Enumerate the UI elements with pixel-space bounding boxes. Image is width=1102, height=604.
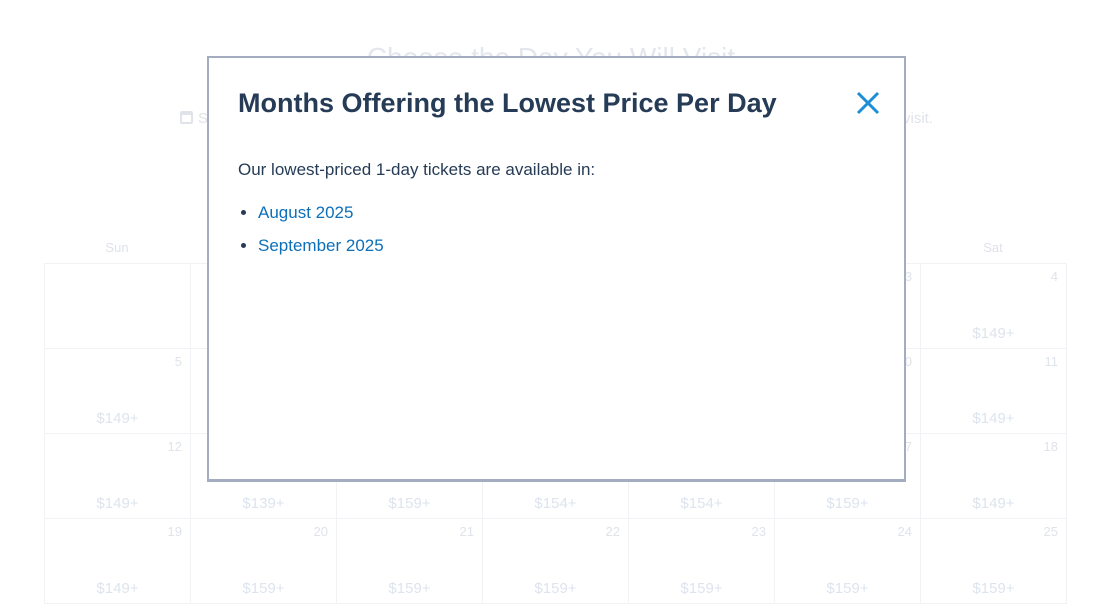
day-number: 5	[174, 354, 182, 369]
calendar-day-cell[interactable]: 20 $159+	[191, 519, 337, 604]
modal-title: Months Offering the Lowest Price Per Day	[238, 88, 777, 118]
day-price: $159+	[826, 495, 869, 512]
day-price: $149+	[96, 495, 139, 512]
calendar-day-cell[interactable]: 25 $159+	[921, 519, 1067, 604]
month-list: August 2025 September 2025	[258, 203, 384, 269]
day-number: 25	[1043, 524, 1058, 539]
modal-intro: Our lowest-priced 1-day tickets are avai…	[238, 160, 596, 179]
dow-sat: Sat	[983, 240, 1003, 255]
day-price: $159+	[680, 580, 723, 597]
lowest-price-modal: Months Offering the Lowest Price Per Day…	[207, 56, 906, 482]
day-number: 22	[605, 524, 620, 539]
calendar-day-cell[interactable]: 4 $149+	[921, 264, 1067, 349]
day-number: 21	[459, 524, 474, 539]
month-link-september[interactable]: September 2025	[258, 236, 384, 255]
day-number: 3	[904, 269, 912, 284]
day-number: 20	[313, 524, 328, 539]
dow-sun: Sun	[105, 240, 129, 255]
calendar-day-cell[interactable]	[45, 264, 191, 349]
day-number: 11	[1044, 354, 1059, 369]
day-number: 18	[1043, 439, 1058, 454]
day-price: $159+	[826, 580, 869, 597]
calendar-day-cell[interactable]: 23 $159+	[629, 519, 775, 604]
calendar-day-cell[interactable]: 22 $159+	[483, 519, 629, 604]
day-price: $149+	[972, 325, 1015, 342]
day-price: $149+	[972, 495, 1015, 512]
day-price: $139+	[242, 495, 285, 512]
calendar-icon	[180, 111, 193, 124]
day-number: 4	[1050, 269, 1058, 284]
close-icon	[856, 91, 880, 115]
day-price: $154+	[534, 495, 577, 512]
subtitle-right: visit.	[903, 110, 933, 127]
day-number: 23	[751, 524, 766, 539]
day-number: 24	[897, 524, 912, 539]
day-price: $159+	[242, 580, 285, 597]
day-price: $149+	[972, 410, 1015, 427]
close-button[interactable]	[852, 88, 884, 120]
subtitle-left: S	[180, 110, 208, 127]
day-price: $159+	[534, 580, 577, 597]
month-item: August 2025	[258, 203, 384, 236]
calendar-day-cell[interactable]: 12 $149+	[45, 434, 191, 519]
calendar-day-cell[interactable]: 19 $149+	[45, 519, 191, 604]
calendar-day-cell[interactable]: 11 $149+	[921, 349, 1067, 434]
calendar-day-cell[interactable]: 5 $149+	[45, 349, 191, 434]
day-price: $149+	[96, 410, 139, 427]
month-link-august[interactable]: August 2025	[258, 203, 354, 222]
calendar-day-cell[interactable]: 21 $159+	[337, 519, 483, 604]
month-item: September 2025	[258, 236, 384, 269]
day-number: 19	[167, 524, 182, 539]
calendar-day-cell[interactable]: 24 $159+	[775, 519, 921, 604]
day-price: $159+	[388, 580, 431, 597]
day-number: 12	[167, 439, 182, 454]
day-price: $149+	[96, 580, 139, 597]
day-price: $159+	[972, 580, 1015, 597]
calendar-day-cell[interactable]: 18 $149+	[921, 434, 1067, 519]
day-price: $159+	[388, 495, 431, 512]
day-price: $154+	[680, 495, 723, 512]
